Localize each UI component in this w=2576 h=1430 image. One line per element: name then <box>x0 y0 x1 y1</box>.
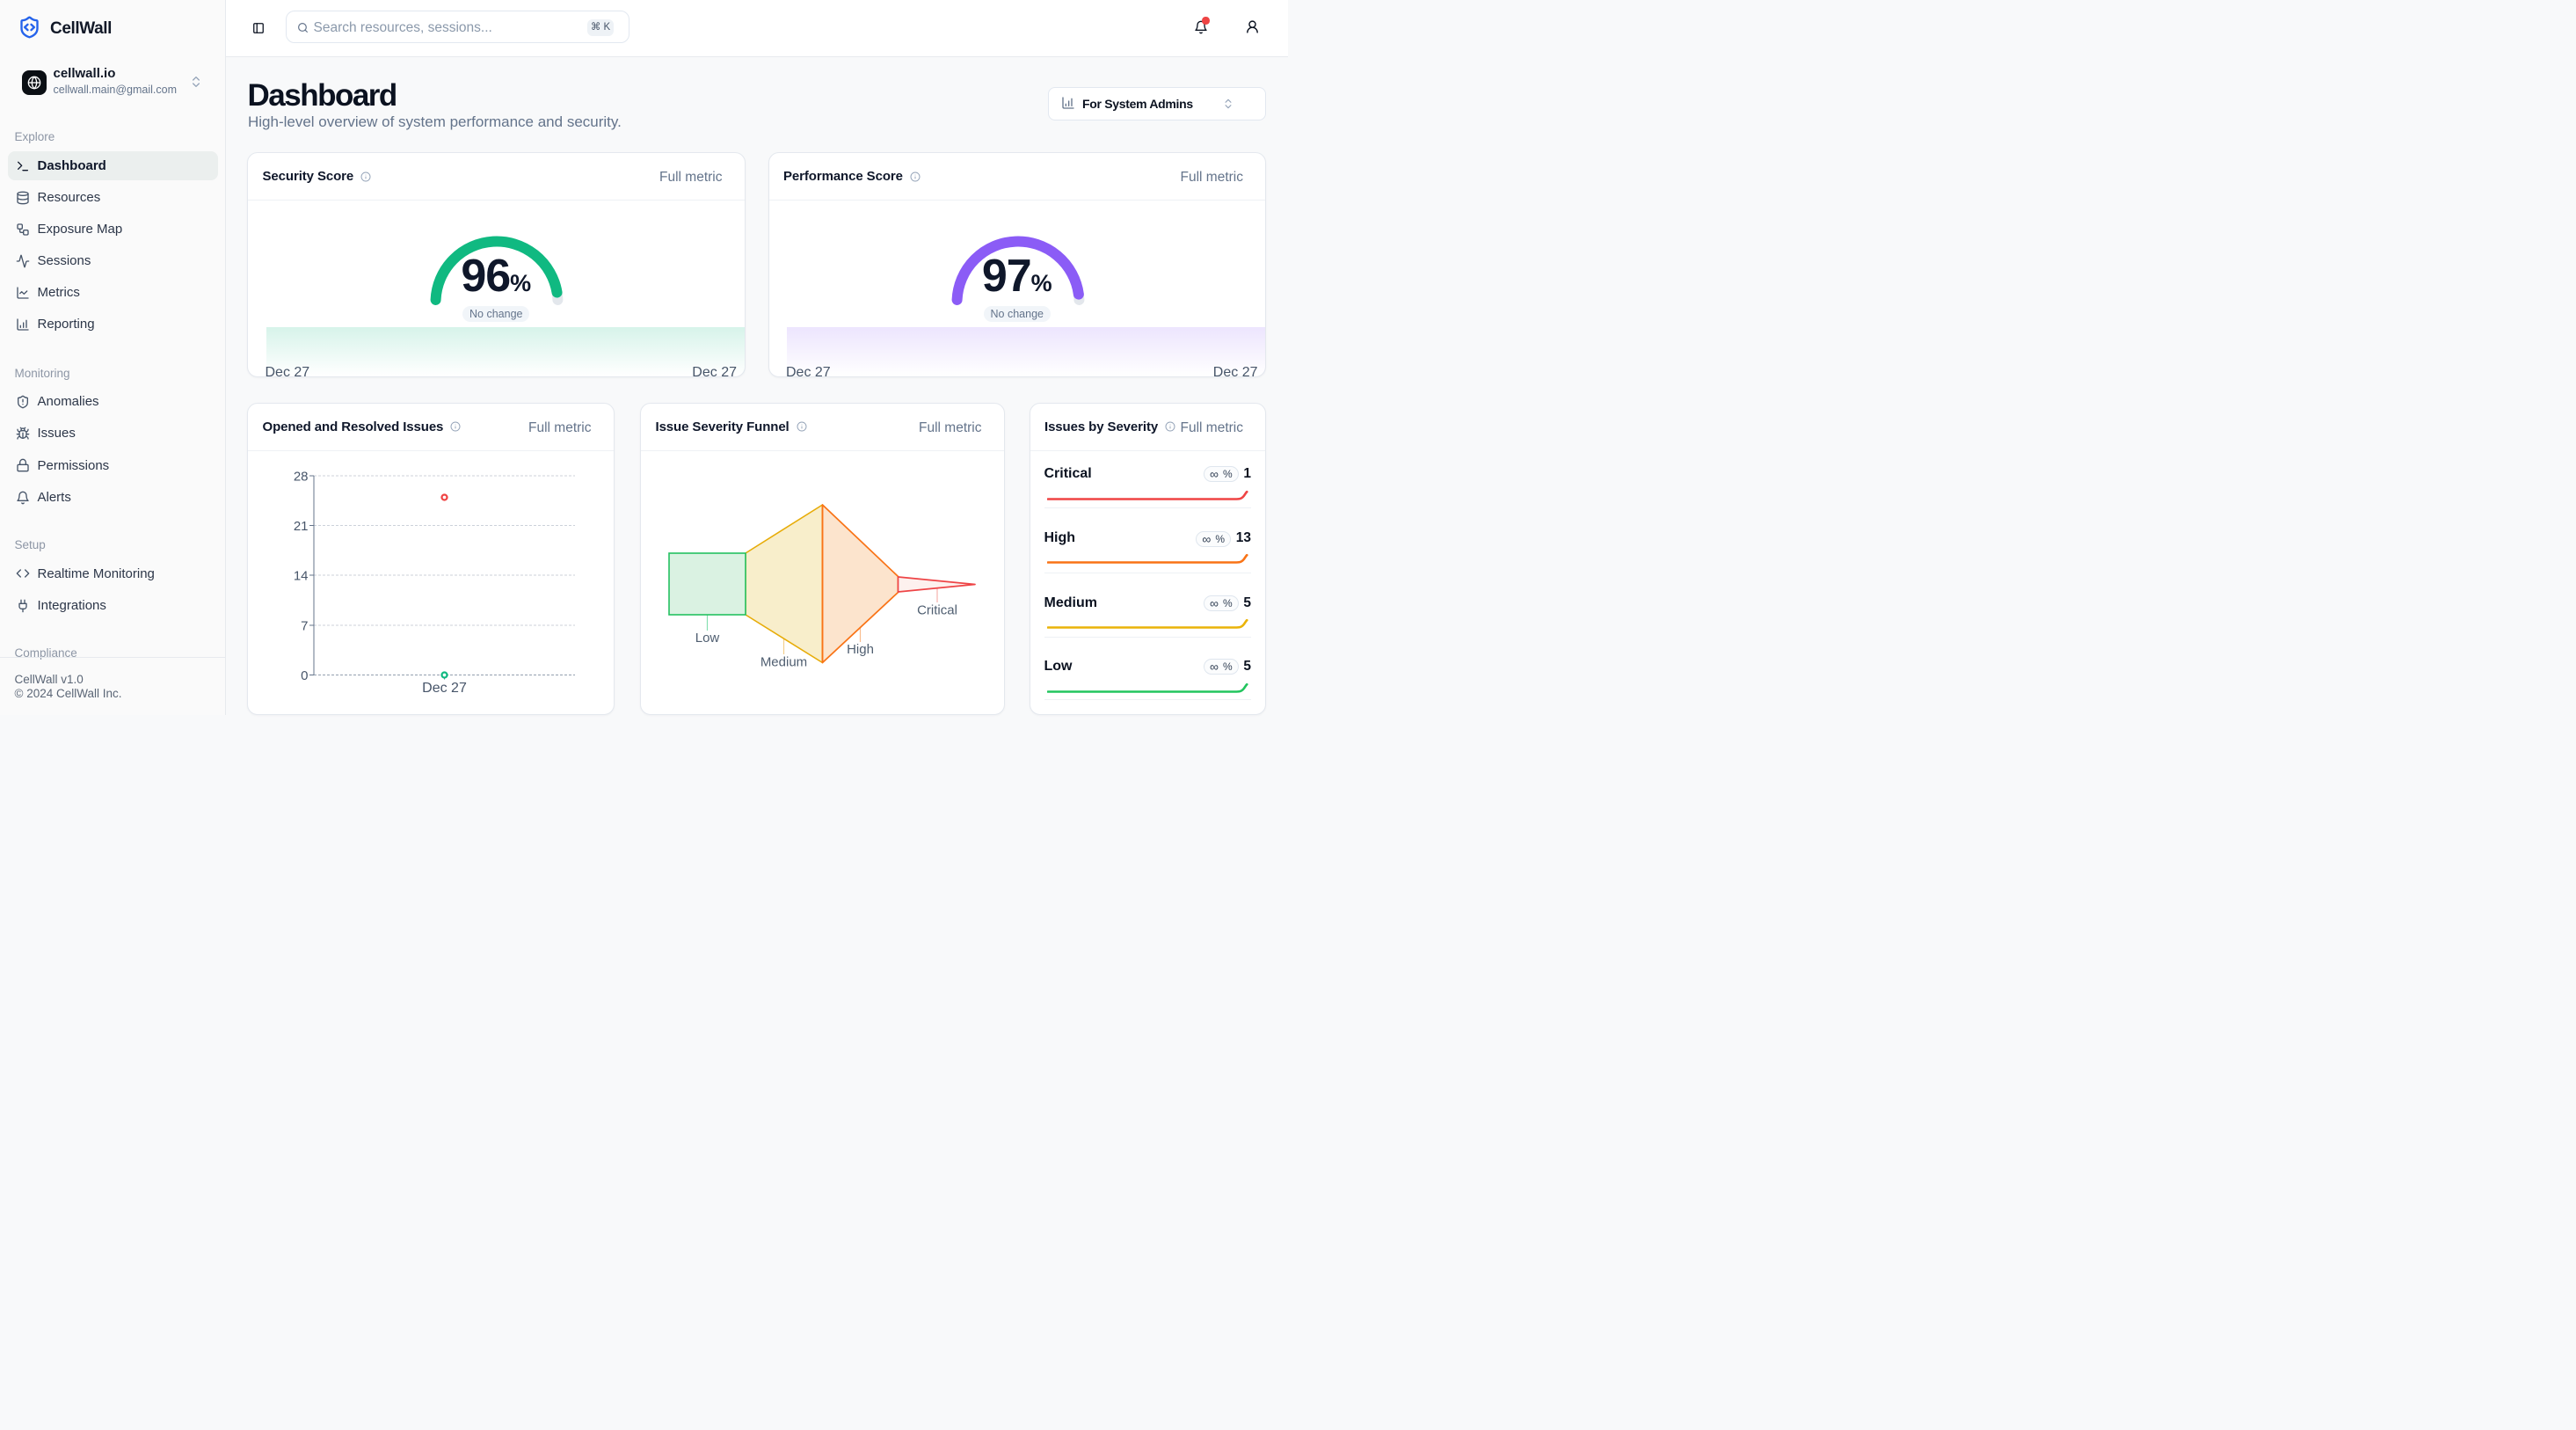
svg-text:Critical: Critical <box>917 602 957 617</box>
svg-text:21: 21 <box>294 518 309 533</box>
svg-text:0: 0 <box>301 668 308 682</box>
svg-text:Low: Low <box>695 630 720 645</box>
svg-text:7: 7 <box>301 618 308 633</box>
svg-text:Dec 27: Dec 27 <box>422 680 467 695</box>
svg-text:14: 14 <box>294 568 309 583</box>
svg-text:28: 28 <box>294 469 309 484</box>
svg-text:Medium: Medium <box>760 654 807 669</box>
svg-text:High: High <box>847 641 874 656</box>
